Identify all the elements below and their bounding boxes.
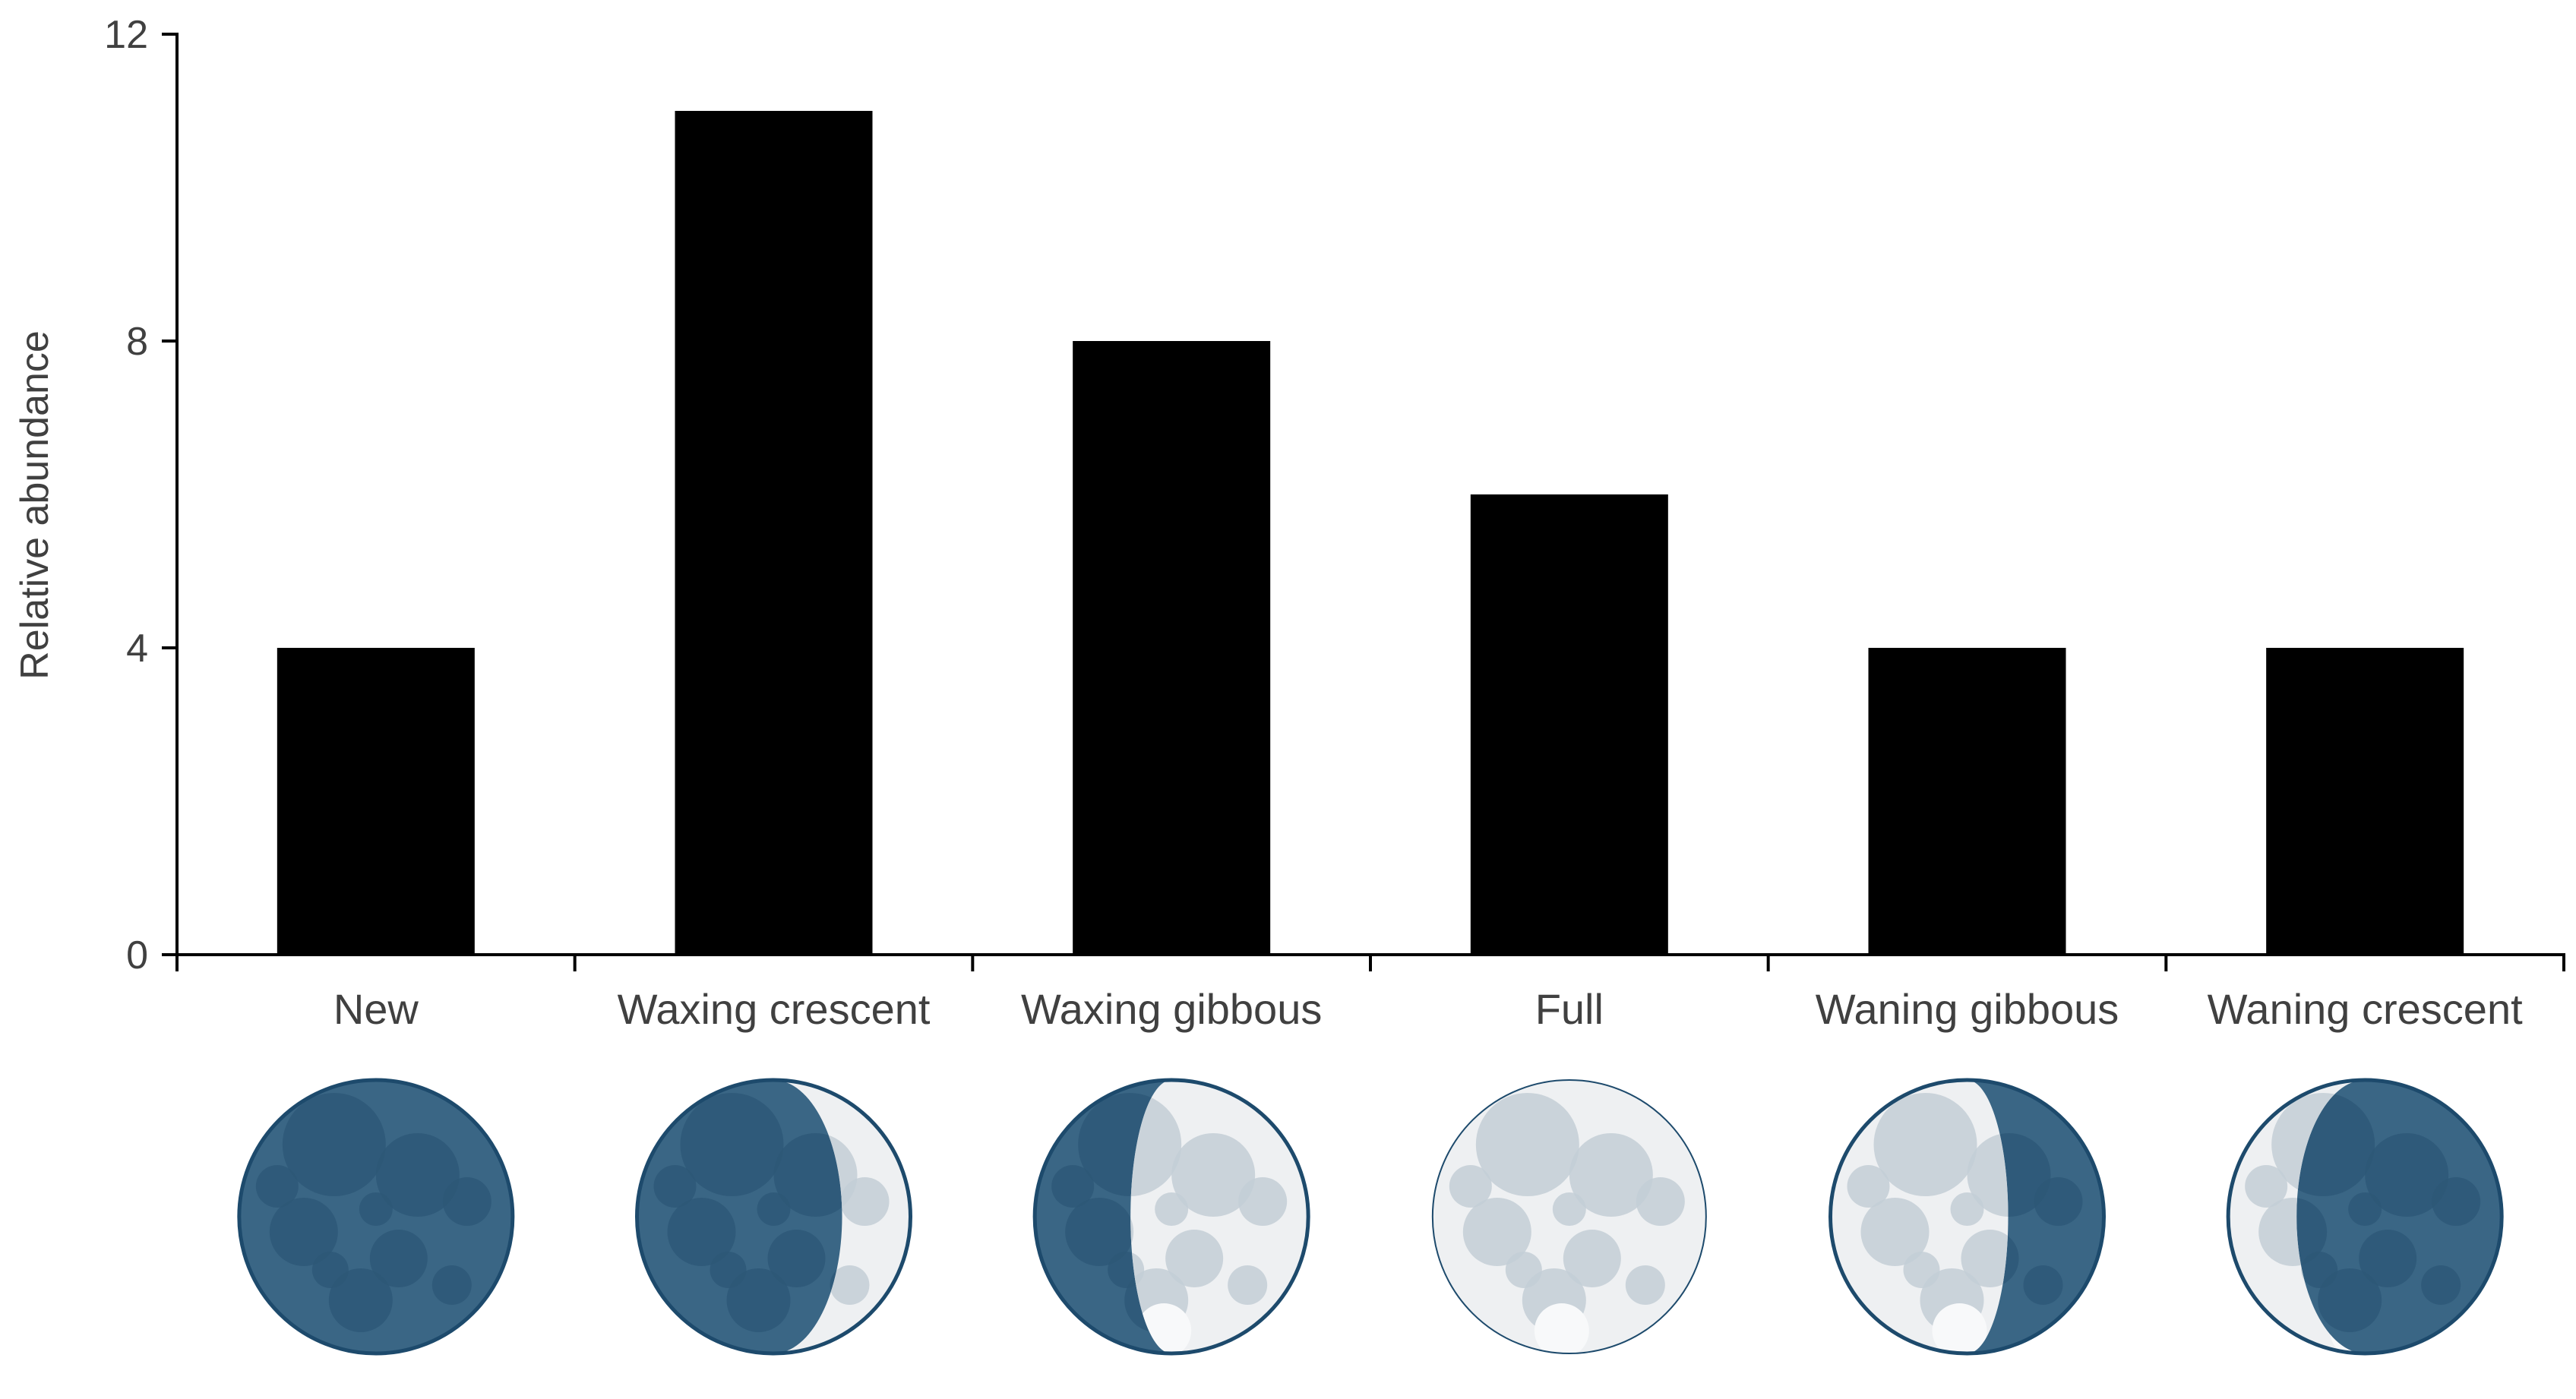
crater — [1636, 1177, 1685, 1226]
bar — [277, 648, 475, 955]
crater — [1563, 1230, 1621, 1287]
crater — [1462, 1198, 1531, 1266]
lit-craters — [1130, 1093, 1288, 1353]
crater — [2318, 1268, 2382, 1332]
bar — [1868, 648, 2066, 955]
crater — [680, 1093, 784, 1196]
lit-craters — [1847, 1093, 2009, 1353]
moon-outline — [635, 1078, 912, 1356]
bars — [277, 111, 2464, 955]
x-tick-label: Waxing gibbous — [1021, 985, 1322, 1033]
crater — [1065, 1198, 1134, 1266]
crater — [1238, 1177, 1288, 1226]
waxing-gibbous-moon-icon — [1032, 1078, 1310, 1356]
crater — [359, 1192, 393, 1226]
crater — [2245, 1165, 2288, 1208]
crater — [1961, 1230, 2009, 1287]
crater — [1165, 1230, 1224, 1287]
crater — [442, 1177, 491, 1226]
crater — [2359, 1230, 2417, 1287]
crater — [328, 1268, 393, 1332]
waning-crescent-moon-icon — [2226, 1078, 2504, 1356]
moon-outline — [1828, 1078, 2106, 1356]
moon-lit-side — [773, 1080, 911, 1353]
crater — [269, 1198, 338, 1266]
crater — [375, 1133, 460, 1217]
crater — [431, 1265, 472, 1305]
waning-gibbous-moon-icon — [1828, 1078, 2106, 1356]
bar — [2266, 648, 2464, 955]
crater — [1950, 1192, 1984, 1226]
crater — [1228, 1265, 1268, 1305]
crater — [767, 1230, 826, 1287]
crater — [1569, 1133, 1653, 1217]
crater — [830, 1265, 870, 1305]
moon-outline — [1032, 1078, 1310, 1356]
new-moon-icon — [237, 1078, 515, 1356]
crater — [653, 1165, 697, 1208]
plot-area: 0 4 8 12 New Waxing crescent Waxing gibbous Fu… — [104, 13, 2565, 1033]
crater — [1171, 1133, 1256, 1217]
crater — [1449, 1165, 1492, 1208]
crater — [1475, 1093, 1579, 1196]
x-ticks: New Waxing crescent Waxing gibbous Full Wani… — [175, 955, 2565, 1033]
crater — [757, 1192, 791, 1226]
x-tick-label: Waning crescent — [2208, 985, 2523, 1033]
moon-phase-icons — [237, 1078, 2504, 1356]
crater — [2348, 1192, 2382, 1226]
crater — [1873, 1093, 1977, 1196]
crater — [2034, 1177, 2083, 1226]
crater — [1903, 1252, 1940, 1288]
moon-lit-area — [773, 1080, 911, 1353]
crater — [1625, 1265, 1665, 1305]
crater — [1505, 1252, 1542, 1288]
y-tick-label: 8 — [126, 320, 148, 364]
x-tick-label: Waxing crescent — [618, 985, 931, 1033]
crater — [1860, 1198, 1930, 1266]
crater — [255, 1165, 299, 1208]
crater — [1155, 1192, 1189, 1226]
y-tick-label: 4 — [126, 627, 148, 671]
crater — [282, 1093, 386, 1196]
bar — [675, 111, 873, 955]
crater — [2432, 1177, 2481, 1226]
bar — [1073, 341, 1271, 955]
crater — [840, 1177, 890, 1226]
moon-outline — [1431, 1079, 1707, 1354]
y-tick-label: 0 — [126, 933, 148, 977]
x-tick-label: Full — [1535, 985, 1604, 1033]
crater-bright — [1534, 1303, 1589, 1353]
crater — [667, 1198, 736, 1266]
crater — [369, 1230, 428, 1287]
crater — [726, 1268, 791, 1332]
crater-bright — [1932, 1303, 1987, 1353]
x-tick-label: Waning gibbous — [1816, 985, 2119, 1033]
crater — [2301, 1252, 2338, 1288]
moon-outline — [2226, 1078, 2504, 1356]
y-tick-label: 12 — [104, 13, 148, 57]
crater — [710, 1252, 747, 1288]
crater — [2421, 1265, 2461, 1305]
moon-outline — [237, 1078, 515, 1356]
lit-craters — [1449, 1093, 1685, 1353]
y-axis-title: Relative abundance — [13, 330, 57, 680]
crater — [2023, 1265, 2063, 1305]
crater — [2365, 1133, 2449, 1217]
crater — [1552, 1192, 1586, 1226]
crater — [311, 1252, 349, 1288]
bar — [1470, 494, 1668, 955]
x-tick-label: New — [333, 985, 419, 1033]
crater — [1130, 1252, 1145, 1288]
y-ticks: 0 4 8 12 — [104, 13, 177, 977]
waxing-crescent-moon-icon — [635, 1078, 912, 1356]
crater — [1847, 1165, 1890, 1208]
crater — [1967, 1133, 2009, 1217]
moon-surface — [239, 1080, 513, 1353]
crater — [1051, 1165, 1095, 1208]
crater — [1130, 1093, 1182, 1196]
full-moon-icon — [1431, 1079, 1707, 1354]
